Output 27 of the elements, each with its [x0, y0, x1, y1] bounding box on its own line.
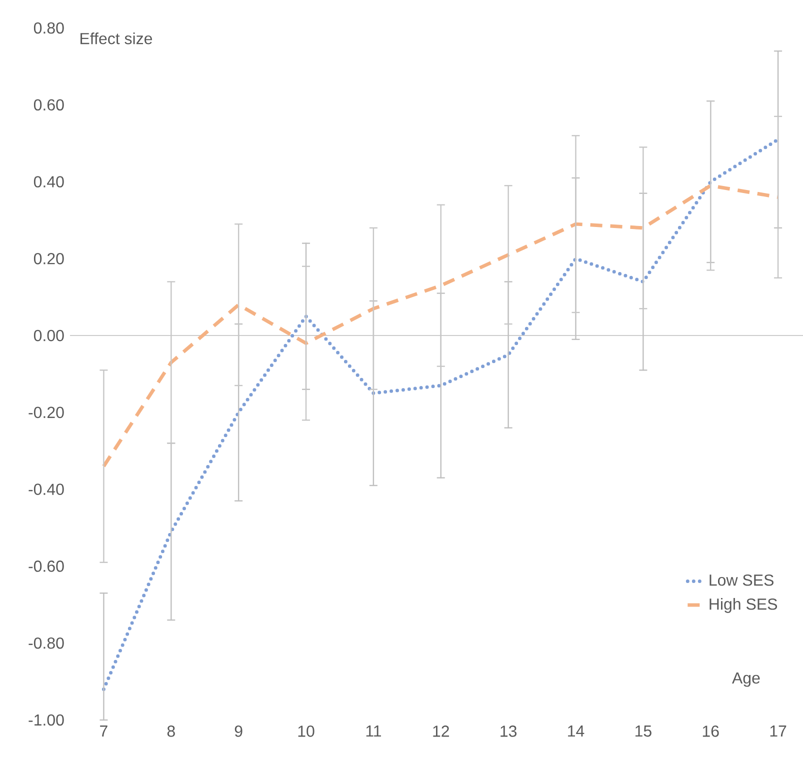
x-tick-label: 7 [100, 726, 108, 737]
y-tick-label: -0.80 [28, 637, 64, 649]
y-axis-title: Effect size [80, 32, 152, 44]
y-tick-label: -0.60 [28, 560, 64, 572]
line-series [102, 184, 780, 468]
y-tick-label: -0.40 [28, 484, 64, 495]
x-tick-label: 11 [366, 726, 381, 737]
x-tick-label: 16 [702, 726, 719, 737]
legend-label: High SES [710, 598, 778, 613]
y-tick-label: 0.80 [34, 22, 64, 34]
y-tick-label: 0.40 [34, 176, 64, 188]
y-tick-label: 0.00 [34, 330, 64, 342]
y-tick-label: 0.60 [34, 99, 64, 111]
x-axis-title: Age [732, 672, 760, 687]
x-tick-label: 15 [635, 726, 652, 737]
x-tick-label: 17 [770, 726, 786, 737]
x-tick-label: 8 [167, 726, 175, 737]
x-tick-label: 14 [568, 726, 584, 737]
y-tick-label: -1.00 [28, 714, 64, 726]
legend-label: Low SES [710, 574, 774, 586]
y-tick-label: 0.20 [34, 252, 64, 264]
x-tick-label: 12 [433, 726, 449, 737]
y-tick-label: -0.20 [28, 406, 64, 418]
x-tick-label: 10 [298, 726, 314, 737]
line-series [102, 138, 780, 691]
x-tick-label: 9 [234, 726, 242, 737]
x-tick-label: 13 [500, 726, 517, 737]
